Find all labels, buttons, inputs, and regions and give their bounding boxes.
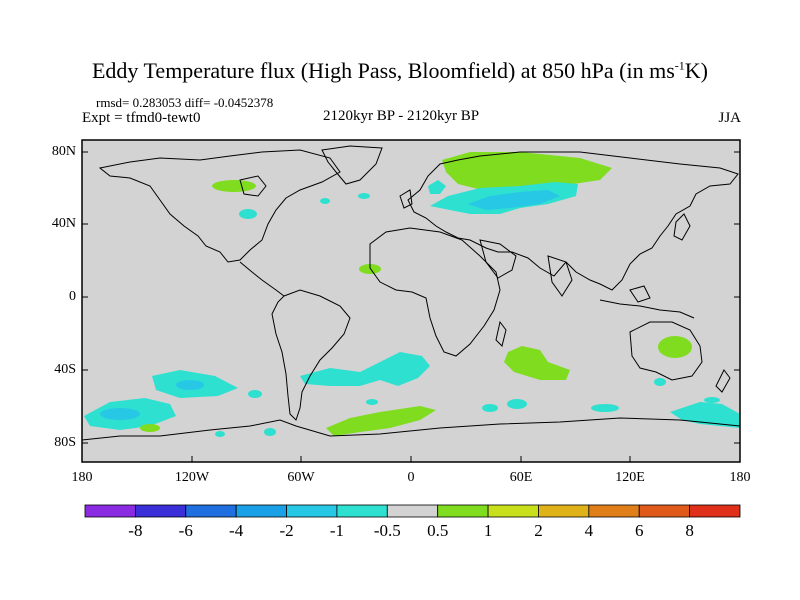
colorbar-swatch bbox=[638, 504, 691, 518]
anomaly-green-canada bbox=[212, 180, 256, 192]
coastline-madagascar bbox=[495, 320, 507, 347]
colorbar-label: 6 bbox=[634, 521, 644, 540]
coastline-india bbox=[547, 255, 573, 297]
title-text: Eddy Temperature flux (High Pass, Bloomf… bbox=[91, 58, 675, 83]
lon-label-180w: 180 bbox=[71, 470, 93, 485]
coastline-borneo bbox=[629, 285, 651, 303]
anomaly-cyan-southatlantic bbox=[300, 352, 430, 386]
lat-label-0: 0 bbox=[69, 289, 76, 304]
anomaly-cyan-norway bbox=[428, 180, 446, 194]
colorbar-swatch bbox=[487, 504, 539, 518]
anomaly-lightblue-southpacific bbox=[176, 380, 204, 390]
coastlines bbox=[81, 145, 741, 441]
experiment-label: Expt = tfmd0-tewt0 bbox=[82, 110, 201, 126]
rmsd-diff-stats: rmsd= 0.283053 diff= -0.0452378 bbox=[96, 95, 274, 110]
coastline-north-america bbox=[98, 149, 341, 263]
colorbar-swatch bbox=[437, 504, 489, 518]
anomaly-cyan-center-small4 bbox=[591, 404, 619, 412]
colorbar-label: -2 bbox=[279, 521, 294, 540]
anomaly-cyan-sw-small2 bbox=[264, 428, 276, 436]
anomaly-cyan-greatlakes bbox=[239, 209, 257, 219]
lat-ticks bbox=[82, 151, 740, 444]
colorbar-swatch bbox=[386, 504, 439, 518]
colorbar-swatch bbox=[538, 504, 590, 518]
colorbar-label: -4 bbox=[229, 521, 244, 540]
lon-label-0: 0 bbox=[407, 470, 415, 485]
colorbar-swatch bbox=[286, 504, 338, 518]
lon-label-120w: 120W bbox=[174, 470, 210, 485]
lon-label-180e: 180 bbox=[729, 470, 751, 485]
anomaly-green-southernocean-center bbox=[326, 406, 436, 436]
coastline-uk bbox=[399, 189, 413, 209]
colorbar-label: 4 bbox=[584, 521, 594, 540]
anomaly-cyan-northatlantic bbox=[358, 193, 370, 199]
period-label: 2120kyr BP - 2120kyr BP bbox=[323, 108, 480, 124]
lon-label-60w: 60W bbox=[287, 470, 315, 485]
anomaly-cyan-center-small2 bbox=[507, 399, 527, 409]
colorbar-swatch bbox=[588, 504, 640, 518]
coastline-central-america bbox=[239, 261, 285, 297]
figure-title: Eddy Temperature flux (High Pass, Bloomf… bbox=[0, 58, 800, 84]
lat-label-80s: 80S bbox=[54, 435, 76, 450]
anomaly-cyan-sw-small bbox=[215, 431, 225, 437]
colorbar-swatch bbox=[235, 504, 287, 518]
season-label: JJA bbox=[718, 110, 741, 126]
colorbar-label: 2 bbox=[534, 521, 543, 540]
coastline-hudson-bay bbox=[239, 175, 267, 197]
colorbar bbox=[84, 504, 741, 518]
coastline-africa bbox=[369, 227, 501, 357]
colorbar-swatch bbox=[134, 504, 187, 518]
anomaly-cyan-east-small bbox=[704, 397, 720, 403]
colorbar-swatch bbox=[689, 504, 741, 518]
anomaly-cyan-pacific-small bbox=[248, 390, 262, 398]
anomaly-lightblue-southernocean-west bbox=[100, 408, 140, 420]
coastline-australia bbox=[629, 321, 703, 381]
colorbar-label: -6 bbox=[178, 521, 193, 540]
coastline-arabia bbox=[479, 239, 517, 279]
coastline-eurasia bbox=[407, 151, 739, 291]
colorbar-label: 8 bbox=[685, 521, 694, 540]
anomaly-green-scandinavia bbox=[442, 152, 612, 190]
colorbar-label: 0.5 bbox=[427, 521, 449, 540]
lat-label-80n: 80N bbox=[51, 144, 76, 159]
anomaly-green-australia bbox=[658, 336, 692, 358]
anomaly-cyan-aus-south bbox=[654, 378, 666, 386]
anomaly-cyan-atlantic bbox=[320, 198, 330, 204]
colorbar-swatch bbox=[84, 504, 136, 518]
anomaly-cyan-center-small bbox=[366, 399, 378, 405]
coastline-antarctica bbox=[81, 417, 741, 441]
colorbar-label: -1 bbox=[329, 521, 344, 540]
coastline-new-zealand bbox=[715, 369, 731, 393]
colorbar-label: -0.5 bbox=[373, 521, 401, 540]
lon-ticks bbox=[81, 456, 741, 462]
title-end: K) bbox=[684, 58, 708, 83]
coastline-japan bbox=[673, 213, 691, 241]
anomaly-cyan-southernocean-east bbox=[670, 402, 740, 428]
coastline-indonesia bbox=[599, 299, 695, 319]
coastline-greenland bbox=[321, 145, 383, 185]
colorbar-swatch bbox=[336, 504, 388, 518]
anomaly-regions bbox=[84, 152, 740, 437]
anomaly-green-nwafrica bbox=[359, 264, 381, 274]
coastline-south-america bbox=[271, 289, 351, 421]
lat-label-40n: 40N bbox=[51, 216, 76, 231]
lat-label-40s: 40S bbox=[54, 362, 76, 377]
colorbar-label: 1 bbox=[483, 521, 493, 540]
anomaly-green-indianocean bbox=[504, 346, 570, 380]
colorbar-label: -8 bbox=[128, 521, 143, 540]
lon-label-120e: 120E bbox=[615, 470, 645, 485]
anomaly-cyan-center-small3 bbox=[482, 404, 498, 412]
colorbar-swatch bbox=[185, 504, 237, 518]
title-superscript: -1 bbox=[674, 58, 685, 73]
anomaly-lightblue-eurasia-core bbox=[468, 190, 560, 210]
lon-label-60e: 60E bbox=[509, 470, 533, 485]
anomaly-green-southernocean-west bbox=[140, 424, 160, 432]
